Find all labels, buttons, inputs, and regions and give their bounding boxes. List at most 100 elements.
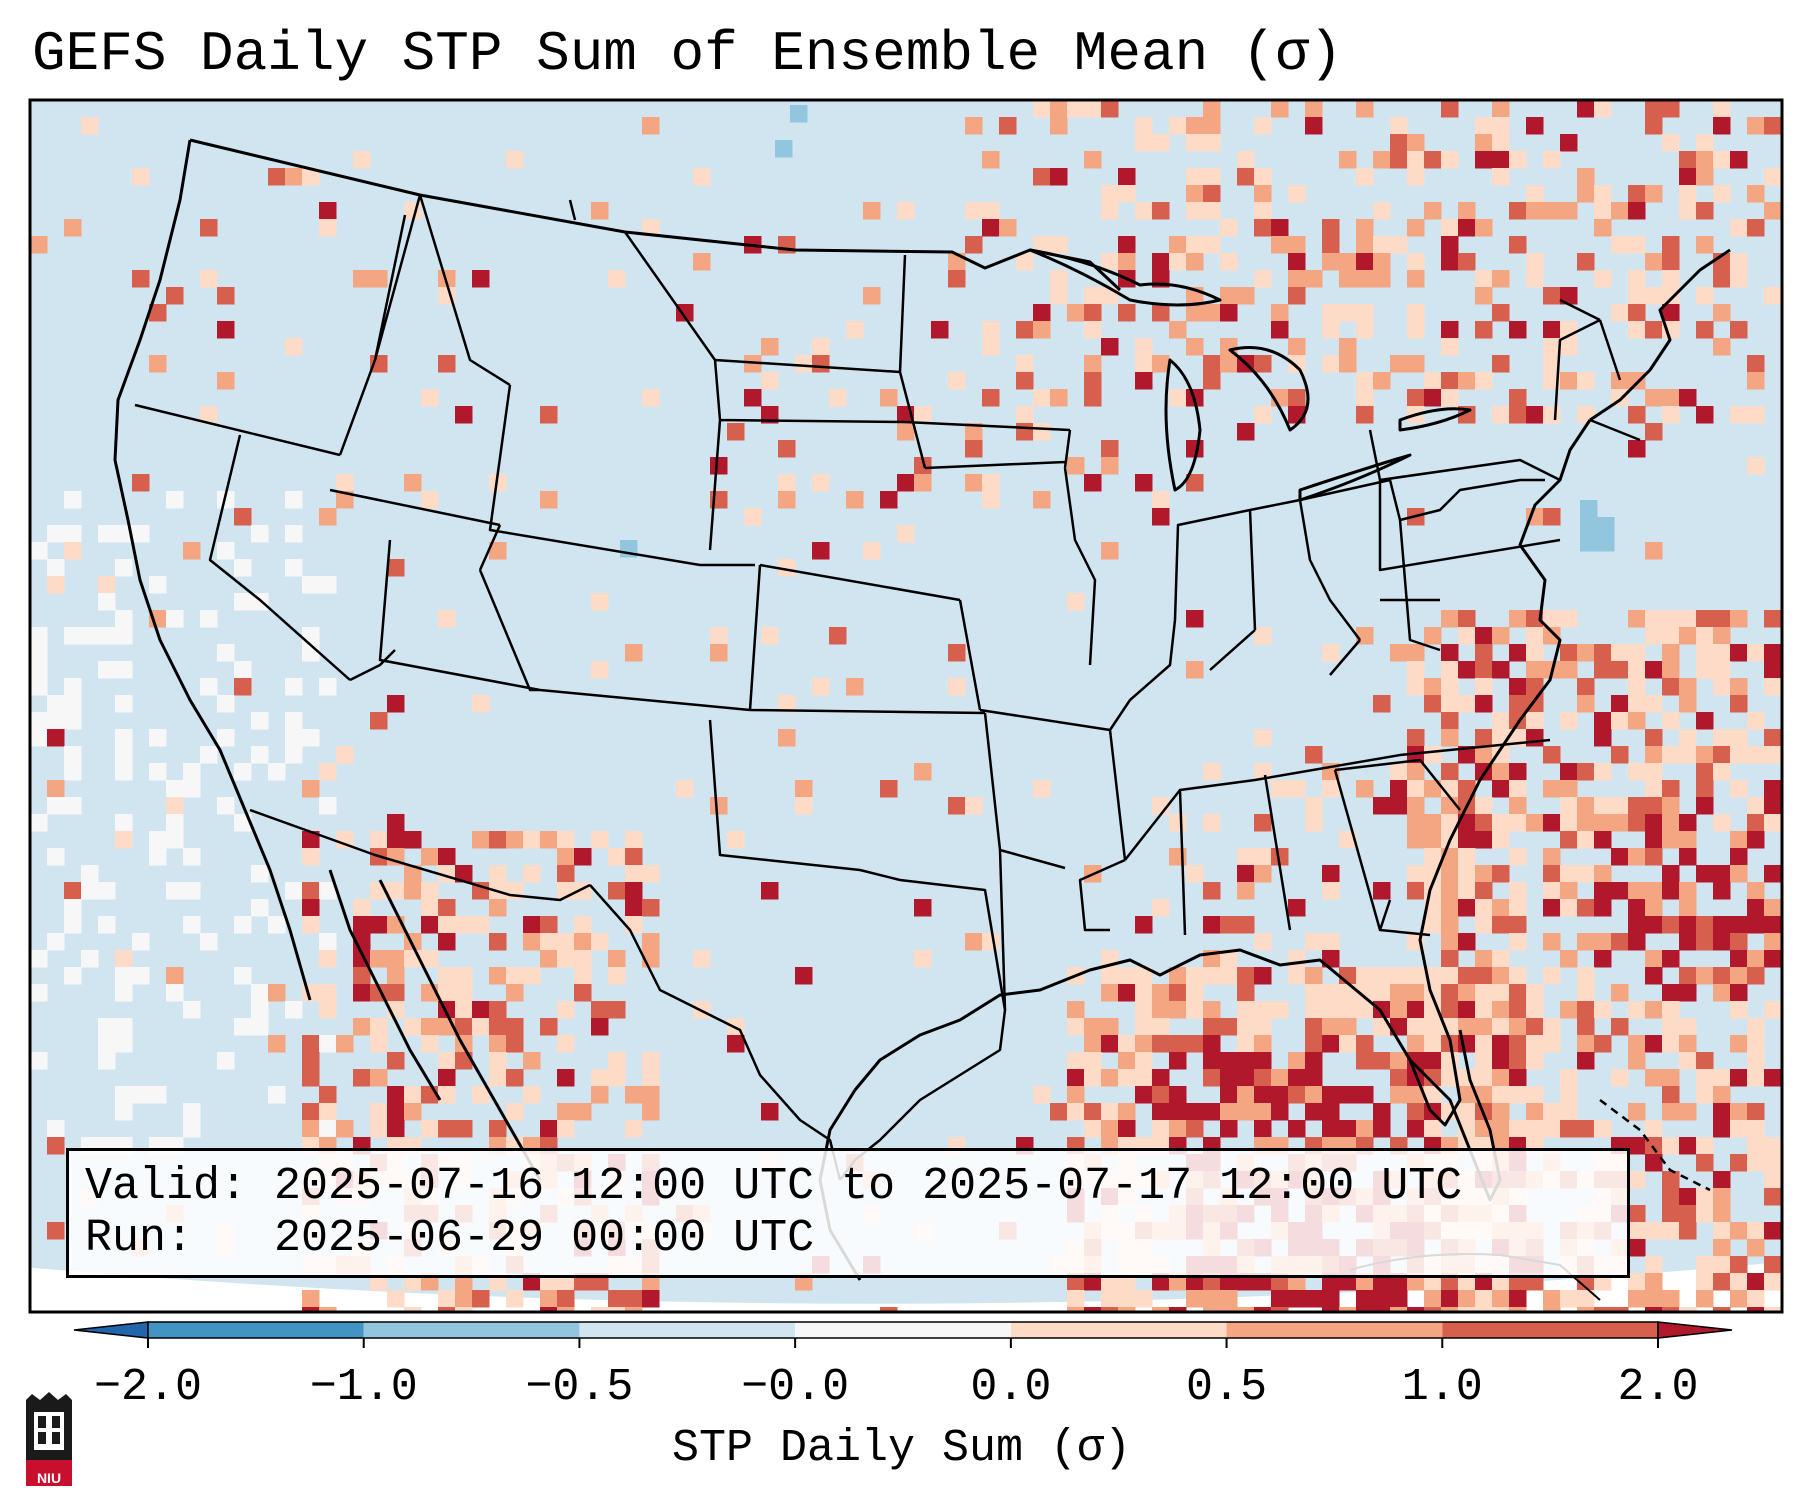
- stp-cell: [1152, 984, 1170, 1002]
- stp-cell: [1203, 882, 1221, 900]
- stp-cell: [1203, 763, 1221, 781]
- stp-cell: [1050, 236, 1068, 254]
- stp-cell: [1713, 1103, 1731, 1121]
- stp-cell: [1713, 882, 1731, 900]
- stp-cell-neutral: [251, 984, 269, 1002]
- stp-cell: [1288, 253, 1306, 271]
- chart-title: GEFS Daily STP Sum of Ensemble Mean (σ): [32, 22, 1343, 86]
- stp-cell: [1611, 848, 1629, 866]
- stp-cell: [1747, 1052, 1765, 1070]
- stp-cell: [1322, 780, 1340, 798]
- stp-cell: [1781, 1171, 1782, 1189]
- stp-cell-neutral: [285, 1001, 303, 1019]
- stp-cell: [1560, 610, 1578, 628]
- stp-cell: [1713, 1256, 1731, 1274]
- stp-cell: [404, 1086, 422, 1104]
- stp-cell: [455, 967, 473, 985]
- stp-cell: [1781, 389, 1782, 407]
- stp-cell: [1305, 746, 1323, 764]
- stp-cell: [1203, 1018, 1221, 1036]
- stp-cell: [1492, 746, 1510, 764]
- stp-cell: [472, 1001, 490, 1019]
- stp-cell: [1764, 1154, 1782, 1172]
- stp-cell: [1645, 389, 1663, 407]
- stp-cell-neutral: [47, 933, 65, 951]
- stp-cell-neutral: [285, 712, 303, 730]
- stp-cell: [1509, 848, 1527, 866]
- stp-cell: [1288, 338, 1306, 356]
- stp-cell: [1764, 1222, 1782, 1240]
- stp-cell: [1101, 1069, 1119, 1087]
- stp-cell: [1424, 1052, 1442, 1070]
- stp-cell: [1781, 134, 1782, 152]
- stp-cell: [1322, 644, 1340, 662]
- stp-cell: [1492, 1018, 1510, 1036]
- stp-cell: [1662, 882, 1680, 900]
- stp-cell: [1373, 202, 1391, 220]
- stp-cell: [1441, 865, 1459, 883]
- stp-cell: [625, 899, 643, 917]
- rio-grande: [589, 884, 842, 1181]
- stp-cell: [370, 712, 388, 730]
- stp-cell: [1067, 1290, 1085, 1308]
- stp-cell: [1390, 1001, 1408, 1019]
- stp-cell: [1492, 627, 1510, 645]
- stp-cell: [472, 695, 490, 713]
- stp-grid-cells: [30, 100, 1782, 1312]
- stp-cell: [1594, 100, 1612, 118]
- stp-cell: [1220, 1052, 1238, 1070]
- stp-cell: [1203, 1103, 1221, 1121]
- stp-cell: [1169, 967, 1187, 985]
- stp-cell: [1679, 899, 1697, 917]
- stp-cell: [336, 746, 354, 764]
- stp-cell: [1509, 151, 1527, 169]
- stp-cell: [370, 270, 388, 288]
- stp-cell: [1730, 1154, 1748, 1172]
- stp-cell: [1713, 1205, 1731, 1223]
- stp-cell: [1509, 899, 1527, 917]
- stp-cell-neutral: [47, 848, 65, 866]
- stp-cell: [1696, 1290, 1714, 1308]
- stp-cell: [1152, 1307, 1170, 1312]
- stp-cell: [1526, 253, 1544, 271]
- stp-cell: [846, 491, 864, 509]
- stp-cell: [1254, 185, 1272, 203]
- stp-cell: [965, 236, 983, 254]
- stp-cell: [744, 389, 762, 407]
- stp-cell: [1764, 1256, 1782, 1274]
- stp-cell: [1526, 729, 1544, 747]
- stp-cell: [1390, 763, 1408, 781]
- stp-cell: [1084, 1035, 1102, 1053]
- stp-cell-neutral: [115, 1103, 133, 1121]
- stp-cell-neutral: [132, 1086, 150, 1104]
- stp-cell: [1407, 780, 1425, 798]
- stp-cell: [132, 474, 150, 492]
- stp-cell: [1271, 1001, 1289, 1019]
- stp-cell: [1288, 899, 1306, 917]
- stp-cell: [557, 1290, 575, 1308]
- stp-cell: [1526, 1103, 1544, 1121]
- stp-cell: [1458, 1018, 1476, 1036]
- stp-cell: [1169, 1052, 1187, 1070]
- stp-cell-neutral: [166, 491, 184, 509]
- stp-cell: [1730, 729, 1748, 747]
- stp-cell: [1662, 1086, 1680, 1104]
- stp-cell: [1373, 1307, 1391, 1312]
- stp-cell: [1033, 100, 1051, 118]
- stp-cell-neutral: [30, 644, 48, 662]
- stp-cell: [1084, 1069, 1102, 1087]
- stp-cell: [1764, 1137, 1782, 1155]
- stp-cell: [1373, 1103, 1391, 1121]
- stp-cell: [1713, 933, 1731, 951]
- stp-cell: [1135, 1001, 1153, 1019]
- stp-cell: [489, 542, 507, 560]
- stp-cell: [608, 950, 626, 968]
- stp-cell: [1356, 321, 1374, 339]
- stp-cell: [1203, 1069, 1221, 1087]
- stp-cell: [608, 1069, 626, 1087]
- stp-cell: [1203, 304, 1221, 322]
- stp-cell: [1764, 1171, 1782, 1189]
- stp-cell-neutral: [149, 576, 167, 594]
- stp-cell-negative: [1597, 534, 1615, 552]
- stp-cell: [1713, 1188, 1731, 1206]
